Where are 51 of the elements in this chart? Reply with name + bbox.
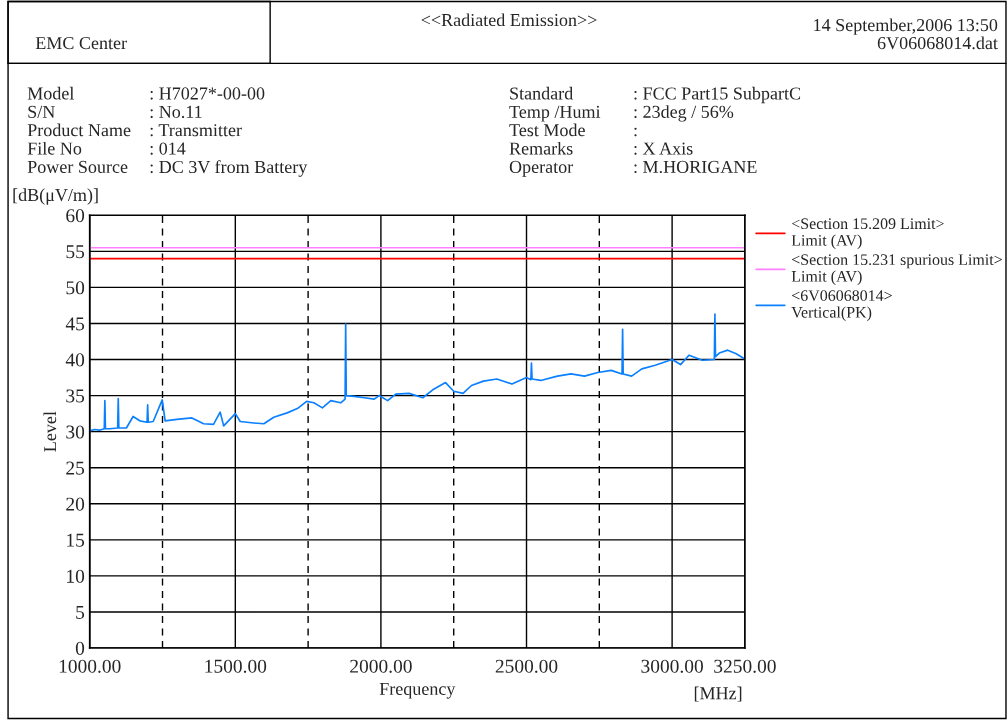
text: : H7027*-00-00: [150, 87, 265, 100]
text: EMC Center: [35, 37, 127, 50]
text: : No.11: [150, 105, 202, 118]
line-series: [89, 313, 745, 432]
legend-label: <Section 15.209 Limit> Limit (AV): [791, 218, 944, 249]
text: S/N: [28, 105, 55, 118]
y-tick-label: 50: [66, 281, 85, 295]
text: : 014: [150, 142, 186, 155]
y-tick-label: 10: [67, 569, 85, 583]
text: :: [634, 127, 637, 137]
y-tick-label: 5: [76, 605, 85, 619]
text: : Transmitter: [150, 124, 242, 137]
text: 6V06068014.dat: [877, 36, 998, 50]
text: Remarks: [509, 141, 573, 155]
text: File No: [27, 141, 82, 155]
text: [MHz]: [694, 686, 742, 702]
text: Model: [27, 86, 74, 100]
text: Test Mode: [509, 123, 585, 137]
y-tick-label: 20: [66, 497, 85, 511]
x-tick-label: 3250.00: [714, 659, 776, 673]
x-tick-label: 3000.00: [641, 659, 703, 673]
x-tick-label: 2000.00: [350, 659, 412, 673]
text: Standard: [510, 86, 573, 100]
text: Power Source: [27, 160, 128, 173]
y-tick-label: 15: [67, 533, 85, 547]
y-tick-label: 55: [66, 245, 85, 259]
text: : 23deg / 56%: [634, 105, 734, 122]
y-tick-label: 60: [66, 209, 85, 223]
text: Operator: [509, 160, 574, 177]
y-tick-label: 30: [66, 425, 85, 439]
x-tick-label: 1500.00: [205, 659, 267, 673]
legend-label: <6V06068014> Vertical(PK): [791, 290, 892, 321]
x-tick-label: 2500.00: [495, 659, 558, 673]
y-tick-label: 0: [75, 641, 85, 655]
y-tick-label: 45: [65, 317, 85, 331]
text: Temp /Humi: [509, 105, 601, 122]
y-tick-label: 35: [66, 389, 85, 403]
text: Product Name: [27, 123, 131, 137]
y-tick-label: 40: [65, 353, 85, 367]
chart-title: <<Radiated Emission>>: [421, 13, 597, 27]
text: : M.HORIGANE: [634, 160, 757, 174]
x-axis-title: Frequency: [379, 682, 456, 699]
legend-label: <Section 15.231 spurious Limit> Limit (AV): [791, 254, 1002, 285]
y-tick-label: 25: [66, 461, 85, 475]
text: [dB(μV/m)]: [13, 188, 98, 205]
x-tick-label: 1000.00: [59, 659, 121, 673]
y-axis-title: Level: [43, 411, 57, 452]
text: : DC 3V from Battery: [150, 160, 308, 177]
text: : X Axis: [634, 142, 693, 155]
text: 14 September,2006 13:50: [814, 18, 998, 35]
text: : FCC Part15 SubpartC: [634, 86, 801, 104]
